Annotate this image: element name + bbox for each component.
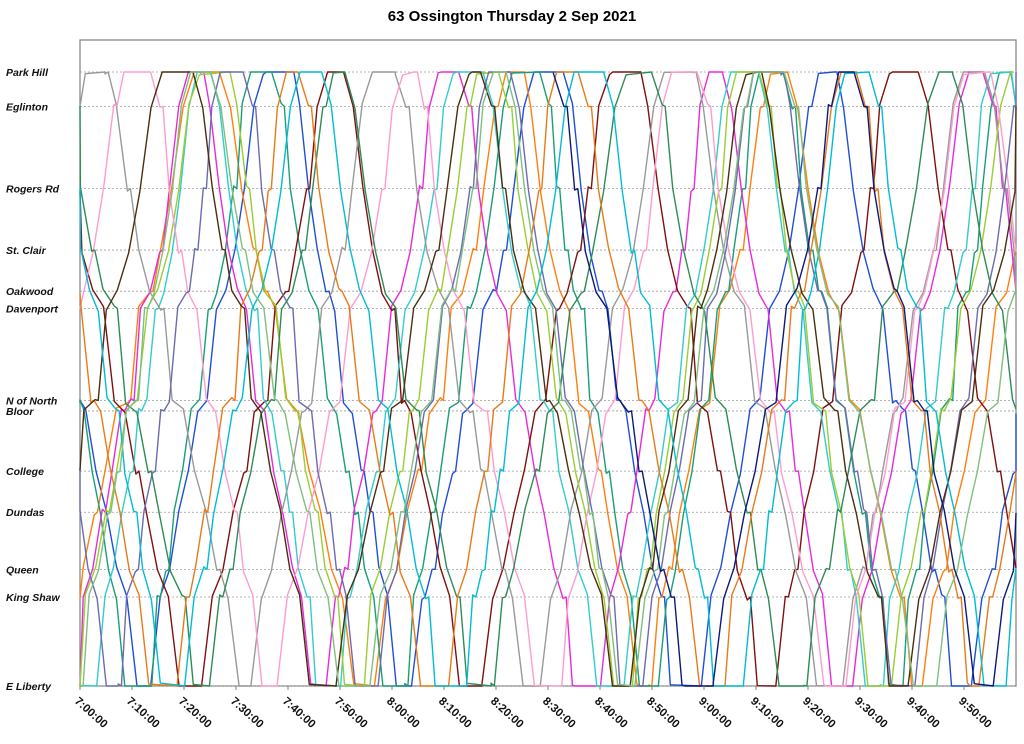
x-tick-label: 9:10:00: [748, 695, 785, 730]
trip-line: [79, 71, 1017, 687]
x-tick-label: 7:10:00: [124, 695, 161, 730]
stop-label: E Liberty: [6, 681, 52, 693]
stop-label: N of North: [6, 395, 57, 407]
trip-line: [79, 71, 1017, 687]
trip-line: [79, 71, 1017, 687]
chart-title: 63 Ossington Thursday 2 Sep 2021: [387, 8, 637, 25]
trip-line: [80, 71, 1017, 687]
x-tick-label: 9:30:00: [852, 695, 889, 730]
stop-label: Bloor: [6, 406, 34, 418]
trip-line: [79, 71, 1017, 687]
stop-label: Park Hill: [6, 67, 49, 79]
trip-line: [552, 71, 1017, 687]
x-tick-label: 8:30:00: [540, 695, 577, 730]
x-tick-label: 7:40:00: [280, 695, 317, 730]
x-tick-label: 8:40:00: [592, 695, 629, 730]
trip-line: [79, 71, 1014, 687]
stop-label: St. Clair: [6, 245, 47, 257]
x-tick-label: 8:20:00: [488, 695, 525, 730]
trip-line: [79, 71, 1017, 687]
x-tick-label: 7:00:00: [72, 695, 109, 730]
x-tick-label: 9:50:00: [956, 695, 993, 730]
x-tick-label: 7:30:00: [228, 695, 265, 730]
trip-line: [79, 71, 1017, 687]
x-tick-label: 7:50:00: [332, 695, 369, 730]
x-tick-label: 9:20:00: [800, 695, 837, 730]
trip-line: [79, 71, 1017, 687]
x-tick-label: 9:40:00: [904, 695, 941, 730]
stop-label: College: [6, 466, 44, 478]
stop-label: Eglinton: [6, 101, 48, 113]
x-tick-label: 8:50:00: [644, 695, 681, 730]
trip-line: [79, 71, 1017, 687]
stop-label: Rogers Rd: [6, 184, 60, 196]
time-tick-labels: 7:00:00 7:10:00 7:20:00 7:30:00 7:40:00 7:50:…: [72, 686, 993, 731]
stop-label: Dundas: [6, 507, 45, 519]
stop-label: Davenport: [6, 303, 58, 315]
stop-labels: Park Hill Eglinton Rogers Rd St. Clair Oakwo…: [6, 67, 61, 693]
x-tick-label: 8:10:00: [436, 695, 473, 730]
stop-label: King Shaw: [6, 592, 61, 604]
stop-label: Queen: [6, 564, 39, 576]
trip-lines: [79, 71, 1017, 687]
trip-line: [79, 71, 1017, 687]
x-tick-label: 9:00:00: [696, 695, 733, 730]
x-tick-label: 7:20:00: [176, 695, 213, 730]
x-tick-label: 8:00:00: [384, 695, 421, 730]
stop-label: Oakwood: [6, 286, 54, 298]
